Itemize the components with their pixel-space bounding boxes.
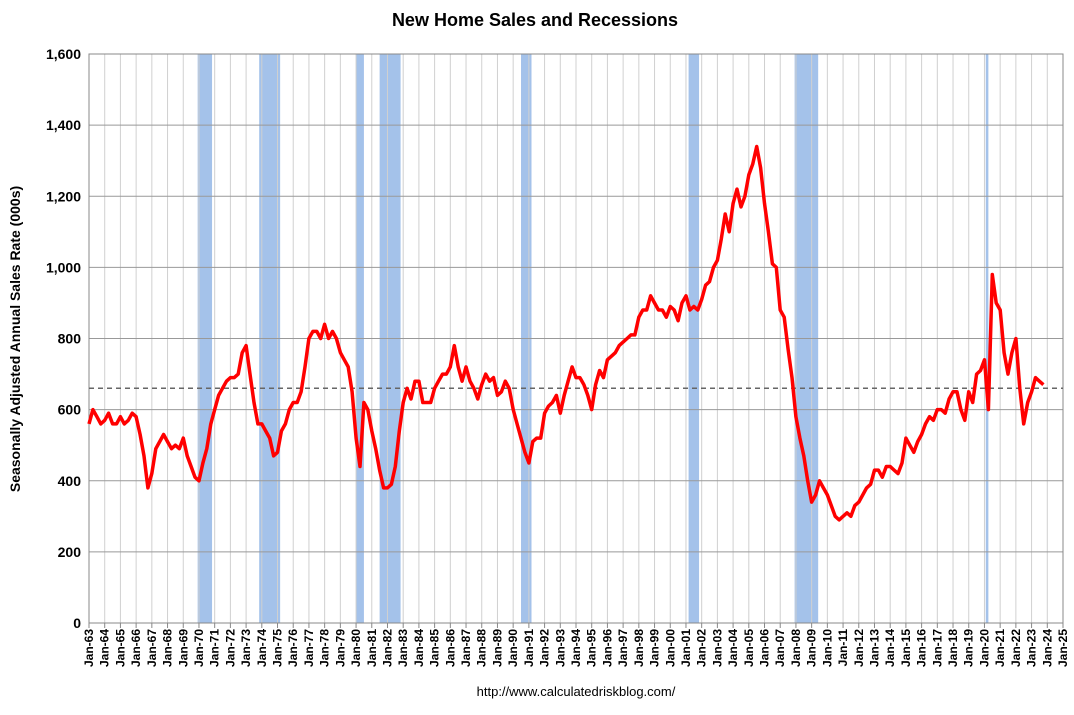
y-tick-label: 0 bbox=[73, 615, 81, 631]
x-tick-label: Jan-98 bbox=[632, 629, 646, 667]
x-tick-label: Jan-08 bbox=[789, 629, 803, 667]
y-tick-label: 1,600 bbox=[46, 46, 81, 62]
x-tick-label: Jan-22 bbox=[1009, 629, 1023, 667]
x-tick-label: Jan-92 bbox=[538, 629, 552, 667]
y-tick-label: 1,400 bbox=[46, 117, 81, 133]
x-tick-label: Jan-24 bbox=[1040, 629, 1054, 667]
series-line bbox=[87, 144, 1045, 522]
x-tick-label: Jan-72 bbox=[223, 629, 237, 667]
x-tick-label: Jan-69 bbox=[176, 629, 190, 667]
x-tick-label: Jan-01 bbox=[679, 629, 693, 667]
x-tick-label: Jan-73 bbox=[239, 629, 253, 667]
x-tick-label: Jan-09 bbox=[805, 629, 819, 667]
x-tick-label: Jan-00 bbox=[663, 629, 677, 667]
x-tick-label: Jan-10 bbox=[820, 629, 834, 667]
x-tick-label: Jan-11 bbox=[836, 629, 850, 667]
x-tick-label: Jan-13 bbox=[867, 629, 881, 667]
chart-title: New Home Sales and Recessions bbox=[392, 10, 678, 30]
x-tick-label: Jan-05 bbox=[742, 629, 756, 667]
x-tick-label: Jan-96 bbox=[600, 629, 614, 667]
y-tick-label: 1,200 bbox=[46, 188, 81, 204]
x-tick-label: Jan-20 bbox=[977, 629, 991, 667]
x-tick-label: Jan-97 bbox=[616, 629, 630, 667]
x-tick-label: Jan-74 bbox=[255, 629, 269, 667]
y-tick-label: 1,000 bbox=[46, 259, 81, 275]
x-tick-label: Jan-79 bbox=[333, 629, 347, 667]
x-tick-label: Jan-86 bbox=[443, 629, 457, 667]
x-tick-label: Jan-65 bbox=[113, 629, 127, 667]
x-tick-label: Jan-71 bbox=[208, 629, 222, 667]
x-tick-label: Jan-77 bbox=[302, 629, 316, 667]
x-tick-label: Jan-88 bbox=[475, 629, 489, 667]
x-tick-label: Jan-75 bbox=[271, 629, 285, 667]
x-tick-label: Jan-84 bbox=[412, 629, 426, 667]
x-tick-label: Jan-99 bbox=[648, 629, 662, 667]
x-tick-label: Jan-03 bbox=[710, 629, 724, 667]
x-tick-label: Jan-64 bbox=[98, 629, 112, 667]
x-tick-label: Jan-14 bbox=[883, 629, 897, 667]
x-tick-label: Jan-82 bbox=[380, 629, 394, 667]
x-tick-label: Jan-83 bbox=[396, 629, 410, 667]
y-axis-label: Seasonally Adjusted Annual Sales Rate (0… bbox=[7, 186, 23, 492]
x-tick-label: Jan-87 bbox=[459, 629, 473, 667]
x-tick-label: Jan-04 bbox=[726, 629, 740, 667]
x-tick-label: Jan-70 bbox=[192, 629, 206, 667]
x-tick-label: Jan-90 bbox=[506, 629, 520, 667]
x-tick-label: Jan-89 bbox=[490, 629, 504, 667]
y-tick-label: 200 bbox=[58, 544, 82, 560]
x-tick-label: Jan-80 bbox=[349, 629, 363, 667]
x-tick-label: Jan-81 bbox=[365, 629, 379, 667]
x-tick-label: Jan-21 bbox=[993, 629, 1007, 667]
x-tick-label: Jan-12 bbox=[852, 629, 866, 667]
x-tick-label: Jan-16 bbox=[915, 629, 929, 667]
y-tick-label: 400 bbox=[58, 473, 82, 489]
x-tick-label: Jan-15 bbox=[899, 629, 913, 667]
x-tick-label: Jan-23 bbox=[1025, 629, 1039, 667]
x-tick-label: Jan-02 bbox=[695, 629, 709, 667]
plot-frame bbox=[88, 53, 1064, 624]
x-tick-label: Jan-95 bbox=[585, 629, 599, 667]
x-tick-label: Jan-76 bbox=[286, 629, 300, 667]
x-tick-label: Jan-07 bbox=[773, 629, 787, 667]
y-tick-label: 600 bbox=[58, 402, 82, 418]
y-tick-label: 800 bbox=[58, 331, 82, 347]
x-tick-label: Jan-85 bbox=[428, 629, 442, 667]
x-tick-label: Jan-25 bbox=[1056, 629, 1070, 667]
x-tick-label: Jan-19 bbox=[962, 629, 976, 667]
x-tick-label: Jan-93 bbox=[553, 629, 567, 667]
x-tick-label: Jan-63 bbox=[82, 629, 96, 667]
x-tick-label: Jan-94 bbox=[569, 629, 583, 667]
x-tick-label: Jan-17 bbox=[930, 629, 944, 667]
x-tick-label: Jan-18 bbox=[946, 629, 960, 667]
x-tick-label: Jan-68 bbox=[161, 629, 175, 667]
x-tick-label: Jan-67 bbox=[145, 629, 159, 667]
source: http://www.calculatedriskblog.com/ bbox=[477, 684, 676, 699]
x-tick-label: Jan-66 bbox=[129, 629, 143, 667]
x-tick-label: Jan-06 bbox=[758, 629, 772, 667]
x-tick-label: Jan-91 bbox=[522, 629, 536, 667]
x-tick-label: Jan-78 bbox=[318, 629, 332, 667]
